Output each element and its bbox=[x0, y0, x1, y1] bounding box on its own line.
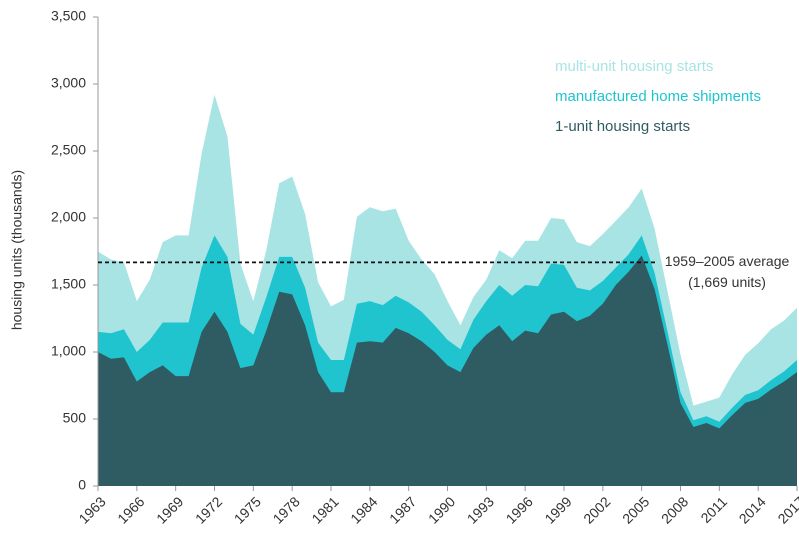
x-tick-label: 1966 bbox=[114, 493, 147, 526]
x-tick-label: 1984 bbox=[347, 493, 380, 526]
x-tick-label: 1978 bbox=[270, 493, 303, 526]
x-tick-label: 2011 bbox=[697, 493, 730, 526]
x-tick-label: 2014 bbox=[736, 493, 769, 526]
x-tick-label: 1981 bbox=[308, 493, 341, 526]
legend-entry: 1-unit housing starts bbox=[555, 118, 690, 135]
y-tick-label: 1,000 bbox=[51, 343, 86, 359]
x-tick-label: 1972 bbox=[192, 493, 225, 526]
average-label: 1959–2005 average bbox=[665, 253, 790, 269]
y-tick-label: 1,500 bbox=[51, 276, 86, 292]
x-tick-label: 2017 bbox=[774, 493, 799, 526]
y-tick-label: 0 bbox=[78, 477, 86, 493]
x-tick-label: 2008 bbox=[658, 493, 691, 526]
x-tick-label: 1999 bbox=[541, 493, 574, 526]
x-tick-label: 1975 bbox=[231, 493, 264, 526]
legend-entry: manufactured home shipments bbox=[555, 88, 761, 105]
y-tick-label: 3,500 bbox=[51, 8, 86, 24]
x-tick-label: 1993 bbox=[464, 493, 497, 526]
x-tick-label: 2002 bbox=[580, 493, 613, 526]
y-tick-label: 3,000 bbox=[51, 75, 86, 91]
x-tick-label: 1990 bbox=[425, 493, 458, 526]
x-tick-label: 1987 bbox=[386, 493, 419, 526]
x-tick-label: 1969 bbox=[153, 493, 186, 526]
x-tick-label: 1996 bbox=[503, 493, 536, 526]
y-axis-label: housing units (thousands) bbox=[9, 170, 25, 330]
y-tick-label: 2,500 bbox=[51, 142, 86, 158]
x-tick-label: 2005 bbox=[619, 493, 652, 526]
area bbox=[98, 255, 797, 486]
legend-entry: multi-unit housing starts bbox=[555, 58, 713, 75]
x-tick-label: 1963 bbox=[75, 493, 108, 526]
average-sublabel: (1,669 units) bbox=[688, 274, 766, 290]
y-tick-label: 2,000 bbox=[51, 209, 86, 225]
y-tick-label: 500 bbox=[63, 410, 87, 426]
